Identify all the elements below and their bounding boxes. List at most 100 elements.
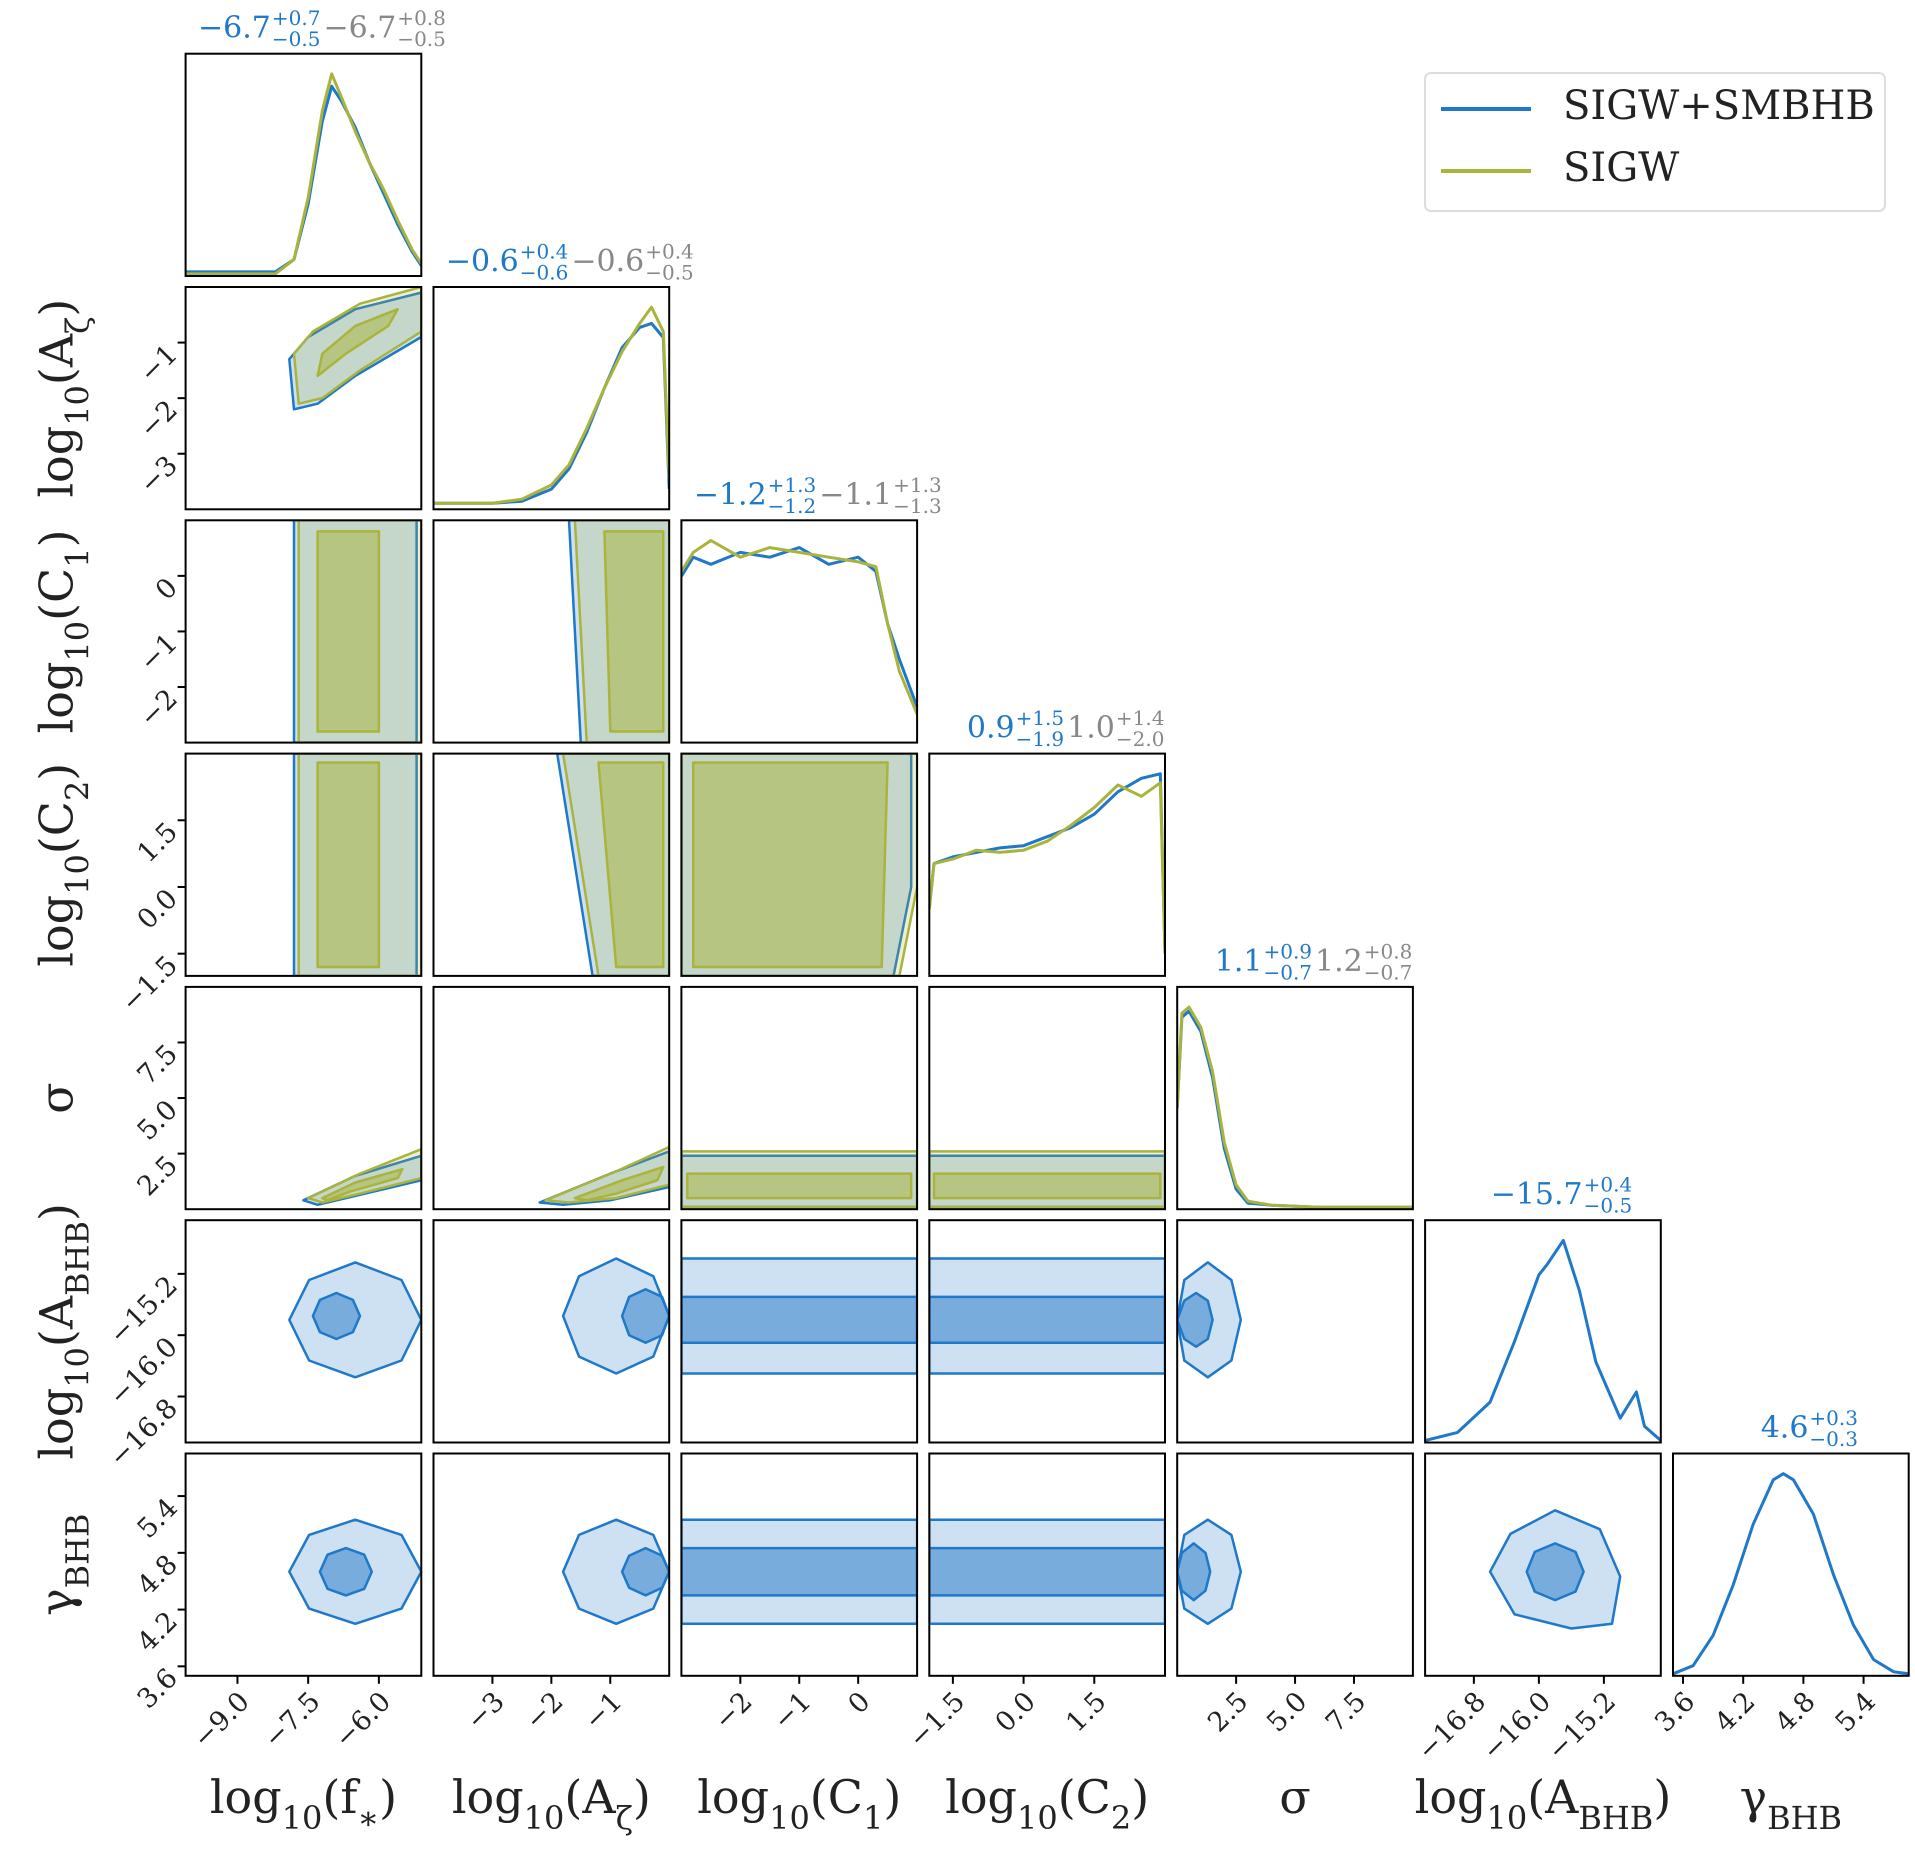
contour: [544, 1145, 670, 1204]
marginal-line: [1673, 1472, 1909, 1676]
label-part: 2: [1111, 1798, 1131, 1836]
x-tick-label: 4.8: [1769, 1686, 1821, 1738]
x-axis-label: σ: [1279, 1770, 1310, 1824]
label-part: (C: [30, 801, 84, 854]
label-part: σ: [30, 1082, 84, 1113]
panel-frame: [680, 985, 919, 1211]
label-part: log: [1415, 1770, 1487, 1824]
y-tick-label: 5.4: [132, 1492, 184, 1544]
label-part: ζ: [616, 1798, 633, 1836]
x-tick-label: 3.6: [1649, 1686, 1701, 1738]
pair-panel: [292, 520, 422, 743]
marginal-stats: −1.2 +1.3−1.2 −1.1 +1.3−1.3: [694, 473, 942, 518]
marginal-line: [433, 321, 670, 505]
stat-upper: +0.4: [1584, 1173, 1633, 1197]
marginal-line: [929, 772, 1165, 954]
stat-value: −1.1: [819, 477, 892, 512]
contour: [603, 530, 665, 733]
x-tick-label: −6.0: [329, 1686, 397, 1754]
x-axis-label: log10(ABHB): [1415, 1770, 1672, 1837]
label-part: 10: [58, 1347, 96, 1388]
panel-frame: [432, 286, 671, 511]
y-axis-label: log10(C1): [30, 529, 97, 733]
marginal-line: [1177, 1009, 1413, 1209]
label-part: (C: [30, 568, 84, 621]
x-tick-label: 4.2: [1709, 1686, 1761, 1738]
panel-frame: [184, 1452, 423, 1677]
marginal-line: [1425, 1238, 1661, 1442]
label-part: ): [30, 763, 84, 781]
pair-panel: [681, 1518, 918, 1626]
pair-panel: [302, 1147, 422, 1207]
label-part: log: [210, 1770, 282, 1824]
stat-value: 0.9: [967, 711, 1015, 746]
panel-frame: [680, 519, 919, 744]
x-tick-label: 5.0: [1261, 1686, 1313, 1738]
panel-frame: [1424, 1219, 1662, 1444]
panel-frame: [432, 519, 671, 744]
panel-frame: [928, 752, 1166, 977]
stat-value: 1.2: [1315, 944, 1363, 979]
stat-value: −6.7: [323, 11, 396, 46]
label-part: (A: [1527, 1770, 1579, 1824]
y-tick-label: −3: [134, 450, 184, 500]
pair-panel: [561, 1257, 670, 1375]
marginal-stats: 1.1 +0.9−0.7 1.2 +0.8−0.7: [1215, 939, 1413, 984]
contour: [1177, 1291, 1214, 1348]
contour: [316, 761, 381, 969]
stat-upper: +1.3: [768, 473, 817, 497]
x-tick-label: −1: [578, 1686, 628, 1736]
pair-panel: [292, 753, 422, 976]
pair-panel: [288, 1518, 422, 1626]
label-part: 10: [282, 1798, 323, 1836]
y-axis-label: σ: [30, 1082, 84, 1113]
marginal-line: [185, 84, 422, 274]
contour: [691, 761, 889, 969]
label-part: log: [30, 895, 84, 967]
pair-panel: [1177, 1261, 1243, 1379]
panel-frame: [184, 1219, 423, 1444]
marginal-panel: [681, 539, 918, 715]
panel-frame: [184, 52, 423, 278]
marginal-line: [185, 72, 422, 276]
x-tick-label: −2: [520, 1686, 570, 1736]
panel-frame: [680, 1219, 919, 1444]
contour: [321, 1167, 404, 1202]
y-tick-label: 5.0: [132, 1094, 184, 1146]
label-part: 1: [58, 547, 96, 567]
stat-upper: +0.4: [520, 240, 569, 264]
pair-panel: [681, 1257, 918, 1375]
contour: [573, 1165, 665, 1202]
x-tick-label: −15.2: [1542, 1686, 1622, 1766]
pair-panel: [555, 753, 670, 976]
pair-panel: [929, 1518, 1165, 1626]
label-part: log: [945, 1770, 1017, 1824]
marginal-stats: −0.6 +0.4−0.6 −0.6 +0.4−0.5: [446, 240, 694, 285]
panel-frame: [928, 1452, 1166, 1677]
x-tick-label: 1.5: [1060, 1686, 1112, 1738]
marginal-panel: [1177, 1005, 1413, 1209]
marginal-panel: [433, 305, 670, 505]
contour: [561, 1257, 670, 1375]
stat-lower: −1.9: [1016, 727, 1065, 751]
panel-frame: [432, 752, 671, 977]
y-tick-label: 4.2: [132, 1606, 184, 1658]
label-part: (A: [30, 1295, 84, 1347]
contour: [561, 1518, 670, 1626]
marginal-stats: 4.6 +0.3−0.3: [1761, 1406, 1858, 1451]
marginal-line: [681, 539, 918, 715]
stat-lower: −0.5: [645, 261, 694, 285]
label-part: 10: [1017, 1798, 1058, 1836]
contour: [620, 1546, 670, 1597]
stat-value: −0.6: [571, 244, 644, 279]
pair-panel: [929, 1150, 1165, 1209]
label-part: ): [30, 1203, 84, 1221]
panel-frame: [1672, 1452, 1910, 1677]
label-part: ): [30, 529, 84, 547]
y-tick-label: −1.5: [116, 950, 184, 1018]
x-tick-label: 0: [842, 1686, 876, 1720]
y-tick-label: 2.5: [132, 1150, 184, 1202]
label-part: log: [30, 1388, 84, 1460]
label-part: BHB: [1578, 1798, 1653, 1836]
